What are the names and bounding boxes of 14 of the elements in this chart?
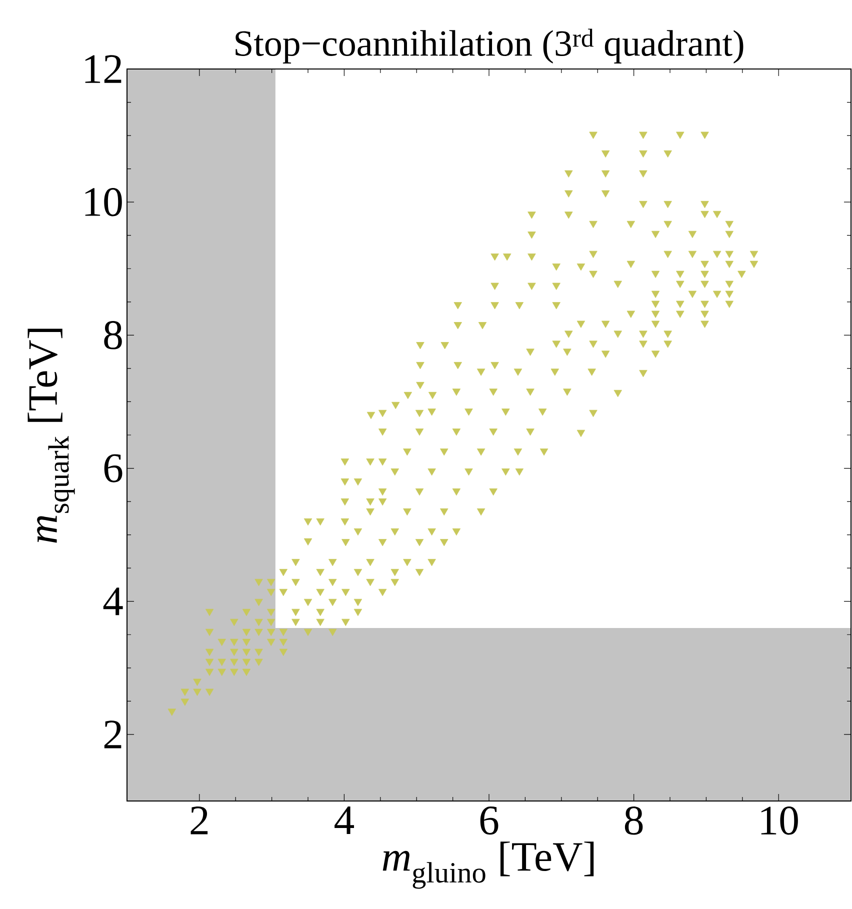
x-tick-label: 8 — [624, 806, 643, 835]
y-tick-label: 6 — [104, 454, 122, 482]
y-tick-label: 2 — [104, 720, 122, 748]
y-tick-label: 8 — [104, 321, 122, 350]
x-tick-label: 6 — [480, 806, 498, 835]
x-tick-label: 2 — [190, 806, 208, 834]
y-tick-label: 4 — [103, 588, 123, 616]
chart-title: Stop−coannihilation (3$^{rd}$ quadrant) — [236, 28, 744, 64]
x-tick-label: 4 — [334, 806, 354, 834]
y-tick-label: 10 — [85, 188, 122, 216]
x-tick-label: 10 — [761, 806, 798, 835]
y-tick-label: 12 — [85, 55, 122, 83]
y-axis-title: m$_{squark}$ [TeV] — [28, 328, 75, 543]
x-axis-title: m$_{gluino}$ [TeV] — [382, 842, 594, 889]
